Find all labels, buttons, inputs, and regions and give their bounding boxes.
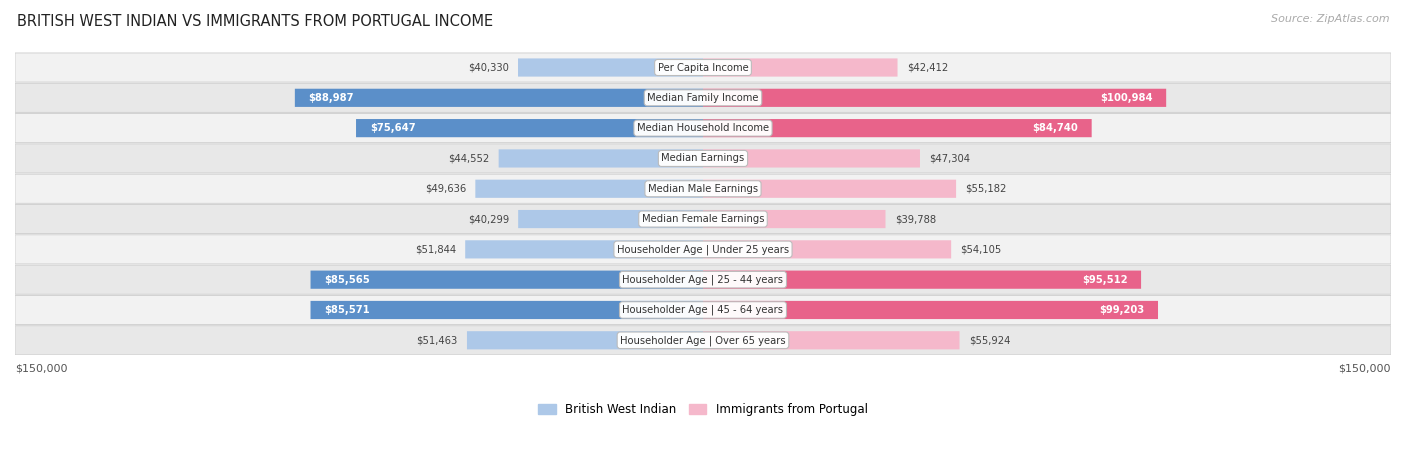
Text: Householder Age | Under 25 years: Householder Age | Under 25 years (617, 244, 789, 255)
Text: $100,984: $100,984 (1099, 93, 1153, 103)
Text: Householder Age | 45 - 64 years: Householder Age | 45 - 64 years (623, 305, 783, 315)
FancyBboxPatch shape (703, 331, 959, 349)
Text: Per Capita Income: Per Capita Income (658, 63, 748, 72)
FancyBboxPatch shape (703, 240, 952, 258)
FancyBboxPatch shape (517, 58, 703, 77)
Text: Householder Age | 25 - 44 years: Householder Age | 25 - 44 years (623, 275, 783, 285)
FancyBboxPatch shape (703, 301, 1159, 319)
Text: $75,647: $75,647 (370, 123, 415, 133)
FancyBboxPatch shape (295, 89, 703, 107)
Text: $40,330: $40,330 (468, 63, 509, 72)
Text: $49,636: $49,636 (425, 184, 467, 194)
FancyBboxPatch shape (467, 331, 703, 349)
Text: $51,463: $51,463 (416, 335, 458, 345)
FancyBboxPatch shape (15, 144, 1391, 173)
Text: $150,000: $150,000 (15, 363, 67, 373)
Text: $51,844: $51,844 (415, 244, 456, 255)
FancyBboxPatch shape (15, 326, 1391, 355)
Text: $55,182: $55,182 (966, 184, 1007, 194)
FancyBboxPatch shape (703, 119, 1091, 137)
FancyBboxPatch shape (15, 296, 1391, 325)
Text: $54,105: $54,105 (960, 244, 1001, 255)
Legend: British West Indian, Immigrants from Portugal: British West Indian, Immigrants from Por… (538, 403, 868, 416)
FancyBboxPatch shape (499, 149, 703, 168)
Text: $150,000: $150,000 (1339, 363, 1391, 373)
Text: $47,304: $47,304 (929, 154, 970, 163)
FancyBboxPatch shape (311, 301, 703, 319)
FancyBboxPatch shape (15, 265, 1391, 294)
FancyBboxPatch shape (15, 83, 1391, 113)
Text: $40,299: $40,299 (468, 214, 509, 224)
FancyBboxPatch shape (15, 113, 1391, 143)
Text: $88,987: $88,987 (308, 93, 354, 103)
FancyBboxPatch shape (475, 180, 703, 198)
FancyBboxPatch shape (703, 210, 886, 228)
FancyBboxPatch shape (465, 240, 703, 258)
FancyBboxPatch shape (15, 174, 1391, 203)
Text: Householder Age | Over 65 years: Householder Age | Over 65 years (620, 335, 786, 346)
Text: Source: ZipAtlas.com: Source: ZipAtlas.com (1271, 14, 1389, 24)
FancyBboxPatch shape (703, 270, 1142, 289)
Text: $85,565: $85,565 (325, 275, 370, 285)
Text: $84,740: $84,740 (1032, 123, 1078, 133)
Text: $42,412: $42,412 (907, 63, 948, 72)
FancyBboxPatch shape (15, 53, 1391, 82)
FancyBboxPatch shape (703, 89, 1166, 107)
Text: $39,788: $39,788 (894, 214, 936, 224)
Text: $44,552: $44,552 (449, 154, 489, 163)
FancyBboxPatch shape (311, 270, 703, 289)
Text: $99,203: $99,203 (1099, 305, 1144, 315)
Text: Median Male Earnings: Median Male Earnings (648, 184, 758, 194)
Text: Median Family Income: Median Family Income (647, 93, 759, 103)
FancyBboxPatch shape (356, 119, 703, 137)
Text: $95,512: $95,512 (1081, 275, 1128, 285)
Text: Median Household Income: Median Household Income (637, 123, 769, 133)
Text: Median Earnings: Median Earnings (661, 154, 745, 163)
FancyBboxPatch shape (703, 180, 956, 198)
FancyBboxPatch shape (15, 235, 1391, 264)
Text: BRITISH WEST INDIAN VS IMMIGRANTS FROM PORTUGAL INCOME: BRITISH WEST INDIAN VS IMMIGRANTS FROM P… (17, 14, 494, 29)
FancyBboxPatch shape (703, 149, 920, 168)
FancyBboxPatch shape (15, 205, 1391, 234)
FancyBboxPatch shape (519, 210, 703, 228)
Text: Median Female Earnings: Median Female Earnings (641, 214, 765, 224)
Text: $55,924: $55,924 (969, 335, 1010, 345)
Text: $85,571: $85,571 (325, 305, 370, 315)
FancyBboxPatch shape (703, 58, 897, 77)
